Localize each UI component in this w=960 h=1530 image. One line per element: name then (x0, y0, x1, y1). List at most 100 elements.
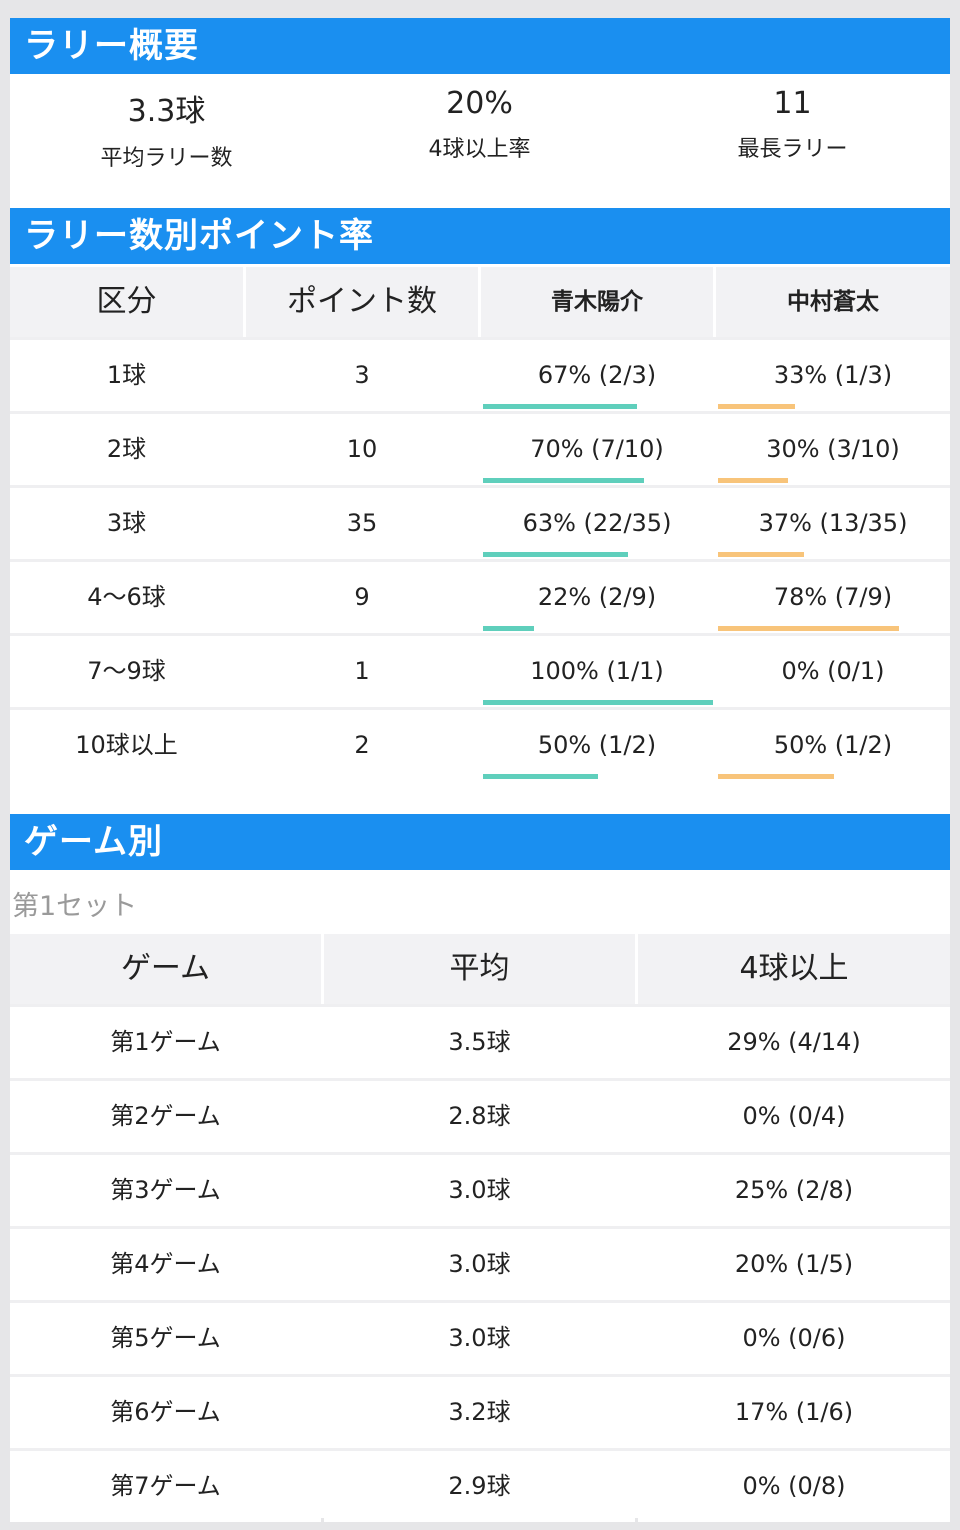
longest-rally-stat: 11 最長ラリー (636, 74, 949, 163)
game-avg-cell: 2.8球 (324, 1081, 635, 1152)
player2-rate-cell-text: 50% (1/2) (773, 731, 893, 759)
player2-rate-cell-text: 33% (1/3) (773, 361, 893, 389)
player2-rate-bar (718, 478, 788, 483)
row-divider (10, 1226, 950, 1229)
player1-rate-cell: 50% (1/2) (481, 710, 713, 781)
points-cell: 3 (246, 340, 478, 411)
rally-summary-header: ラリー概要 (10, 18, 950, 74)
category-cell: 2球 (10, 414, 243, 485)
col-player2-header: 中村蒼太 (716, 267, 950, 337)
category-cell: 10球以上 (10, 710, 243, 781)
player2-rate-bar (718, 774, 834, 779)
points-cell: 9 (246, 562, 478, 633)
player2-rate-cell-text: 30% (3/10) (766, 435, 900, 463)
game-avg-cell: 3.5球 (324, 1007, 635, 1078)
game-avg-cell: 3.0球 (324, 1229, 635, 1300)
point-rate-row: 2球 10 70% (7/10) 30% (3/10) (10, 411, 950, 485)
point-rate-row: 4〜6球 9 22% (2/9) 78% (7/9) (10, 559, 950, 633)
row-divider (10, 1078, 950, 1081)
game-four-plus-cell: 0% (0/6) (638, 1303, 950, 1374)
longest-rally-label: 最長ラリー (737, 137, 848, 162)
player2-rate-cell: 78% (7/9) (716, 562, 950, 633)
avg-rally-stat: 3.3球 平均ラリー数 (10, 74, 323, 172)
player2-rate-cell: 30% (3/10) (716, 414, 950, 485)
rally-stats-page: ラリー概要 3.3球 平均ラリー数 20% 4球以上率 11 最長ラリー ラリー… (10, 18, 950, 1522)
point-rate-row: 1球 3 67% (2/3) 33% (1/3) (10, 337, 950, 411)
player2-rate-cell-text: 0% (0/1) (781, 657, 885, 685)
avg-rally-label: 平均ラリー数 (100, 146, 233, 171)
player1-rate-cell-text: 50% (1/2) (537, 731, 657, 759)
player1-rate-cell-text: 100% (1/1) (530, 657, 664, 685)
col-avg-header: 平均 (324, 934, 635, 1004)
row-divider (10, 1004, 950, 1007)
row-divider (10, 1300, 950, 1303)
row-divider (10, 633, 950, 636)
game-four-plus-cell: 0% (0/4) (638, 1081, 950, 1152)
game-four-plus-cell: 17% (1/6) (638, 1377, 950, 1448)
game-four-plus-cell: 25% (2/8) (638, 1155, 950, 1226)
points-cell: 35 (246, 488, 478, 559)
player2-rate-bar (718, 404, 795, 409)
player1-rate-bar (483, 404, 637, 409)
set-title: 第1セット (12, 891, 138, 922)
game-four-plus-cell: 29% (4/14) (638, 1007, 950, 1078)
game-avg-cell: 3.2球 (324, 1377, 635, 1448)
game-row: 第6ゲーム 3.2球 17% (1/6) (10, 1374, 950, 1448)
point-rate-header: ラリー数別ポイント率 (10, 208, 950, 264)
game-avg-cell: 3.0球 (324, 1303, 635, 1374)
row-divider (10, 1152, 950, 1155)
player2-rate-cell-text: 37% (13/35) (758, 509, 908, 537)
player2-rate-bar (718, 552, 804, 557)
points-cell-text: 2 (354, 731, 370, 759)
player1-rate-bar (483, 700, 713, 705)
category-cell: 1球 (10, 340, 243, 411)
game-name-cell: 第4ゲーム (10, 1229, 321, 1300)
row-divider (10, 1374, 950, 1377)
player1-rate-cell-text: 70% (7/10) (530, 435, 664, 463)
row-divider (10, 337, 950, 340)
row-divider (10, 485, 950, 488)
player2-rate-cell: 37% (13/35) (716, 488, 950, 559)
points-cell-text: 9 (354, 583, 370, 611)
category-cell-text: 7〜9球 (87, 657, 166, 685)
col-category-header: 区分 (10, 267, 243, 337)
category-cell: 4〜6球 (10, 562, 243, 633)
game-row: 第5ゲーム 3.0球 0% (0/6) (10, 1300, 950, 1374)
category-cell-text: 10球以上 (75, 731, 178, 759)
points-cell-text: 1 (354, 657, 370, 685)
points-cell: 1 (246, 636, 478, 707)
player1-rate-cell: 100% (1/1) (481, 636, 713, 707)
game-avg-cell: 2.9球 (324, 1451, 635, 1522)
player2-rate-bar (718, 626, 899, 631)
longest-rally-value: 11 (773, 86, 812, 121)
player1-rate-cell-text: 67% (2/3) (537, 361, 657, 389)
player1-rate-bar (483, 552, 628, 557)
game-name-cell: 第6ゲーム (10, 1377, 321, 1448)
row-divider (10, 707, 950, 710)
game-name-cell: 第2ゲーム (10, 1081, 321, 1152)
player1-rate-cell: 70% (7/10) (481, 414, 713, 485)
point-rate-header-row: 区分 ポイント数 青木陽介 中村蒼太 (10, 267, 950, 337)
player1-rate-cell-text: 22% (2/9) (537, 583, 657, 611)
player2-rate-cell-text: 78% (7/9) (773, 583, 893, 611)
category-cell-text: 3球 (106, 509, 147, 537)
game-four-plus-cell: 20% (1/5) (638, 1229, 950, 1300)
player1-rate-cell: 67% (2/3) (481, 340, 713, 411)
game-row: 第4ゲーム 3.0球 20% (1/5) (10, 1226, 950, 1300)
category-cell: 7〜9球 (10, 636, 243, 707)
points-cell-text: 35 (346, 509, 378, 537)
player1-rate-bar (483, 626, 534, 631)
rally-summary: 3.3球 平均ラリー数 20% 4球以上率 11 最長ラリー (10, 74, 950, 208)
col-game-header: ゲーム (10, 934, 321, 1004)
game-row: 第1ゲーム 3.5球 29% (4/14) (10, 1004, 950, 1078)
category-cell: 3球 (10, 488, 243, 559)
points-cell: 10 (246, 414, 478, 485)
row-divider (10, 1448, 950, 1451)
point-rate-row: 3球 35 63% (22/35) 37% (13/35) (10, 485, 950, 559)
player1-rate-bar (483, 478, 644, 483)
points-cell-text: 10 (346, 435, 378, 463)
player1-rate-cell: 63% (22/35) (481, 488, 713, 559)
four-plus-rate-value: 20% (446, 86, 513, 121)
player2-rate-cell: 50% (1/2) (716, 710, 950, 781)
points-cell-text: 3 (354, 361, 370, 389)
